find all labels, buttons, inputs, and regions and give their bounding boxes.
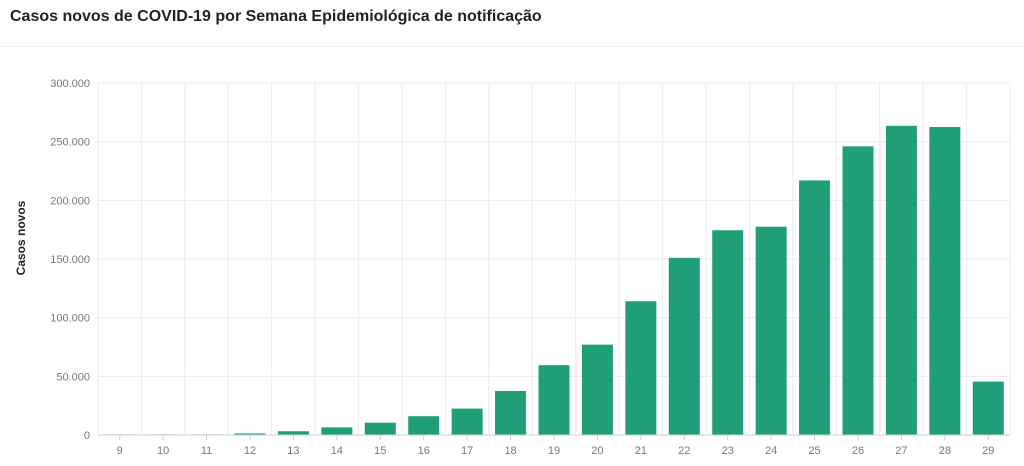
bar-week-22 [668, 257, 700, 435]
bar-week-24 [755, 226, 787, 435]
x-tick-label: 17 [461, 445, 473, 457]
x-tick-label: 10 [157, 445, 169, 457]
x-tick-label: 18 [504, 445, 516, 457]
x-tick-label: 21 [635, 445, 647, 457]
bar-week-29 [972, 381, 1004, 435]
bar-week-20 [581, 344, 613, 435]
y-tick-label: 250.000 [50, 137, 90, 149]
x-tick-label: 15 [374, 445, 386, 457]
y-tick-label: 0 [84, 430, 90, 442]
bar-week-21 [625, 301, 657, 435]
x-tick-label: 22 [678, 445, 690, 457]
x-tick-label: 27 [895, 445, 907, 457]
bar-week-16 [408, 416, 440, 435]
bar-week-17 [451, 408, 483, 435]
x-tick-label: 20 [591, 445, 603, 457]
x-tick-label: 28 [939, 445, 951, 457]
x-tick-label: 29 [982, 445, 994, 457]
x-tick-label: 14 [331, 445, 343, 457]
bar-week-14 [321, 427, 353, 435]
y-axis-label: Casos novos [14, 200, 28, 275]
x-tick-label: 9 [117, 445, 123, 457]
x-tick-label: 25 [808, 445, 820, 457]
bar-week-15 [364, 422, 396, 435]
x-tick-label: 16 [418, 445, 430, 457]
x-tick-label: 11 [201, 445, 212, 457]
bar-week-23 [712, 230, 744, 435]
title-divider [0, 46, 1024, 47]
bar-week-26 [842, 146, 874, 436]
bar-week-28 [929, 127, 961, 435]
y-tick-label: 50.000 [56, 371, 90, 383]
bar-week-18 [495, 391, 527, 435]
y-tick-label: 100.000 [50, 313, 90, 325]
bar-week-13 [277, 431, 309, 435]
y-tick-label: 200.000 [50, 195, 90, 207]
x-tick-label: 23 [722, 445, 734, 457]
x-tick-label: 24 [765, 445, 777, 457]
x-tick-label: 12 [244, 445, 256, 457]
y-tick-label: 150.000 [50, 254, 90, 266]
bar-week-12 [234, 433, 266, 435]
bar-week-19 [538, 365, 570, 435]
bar-week-27 [885, 125, 917, 436]
chart-title: Casos novos de COVID-19 por Semana Epide… [10, 8, 542, 25]
y-tick-label: 300.000 [50, 78, 90, 90]
x-tick-label: 26 [852, 445, 864, 457]
bar-week-25 [799, 180, 831, 435]
x-tick-label: 13 [287, 445, 299, 457]
x-tick-label: 19 [548, 445, 560, 457]
